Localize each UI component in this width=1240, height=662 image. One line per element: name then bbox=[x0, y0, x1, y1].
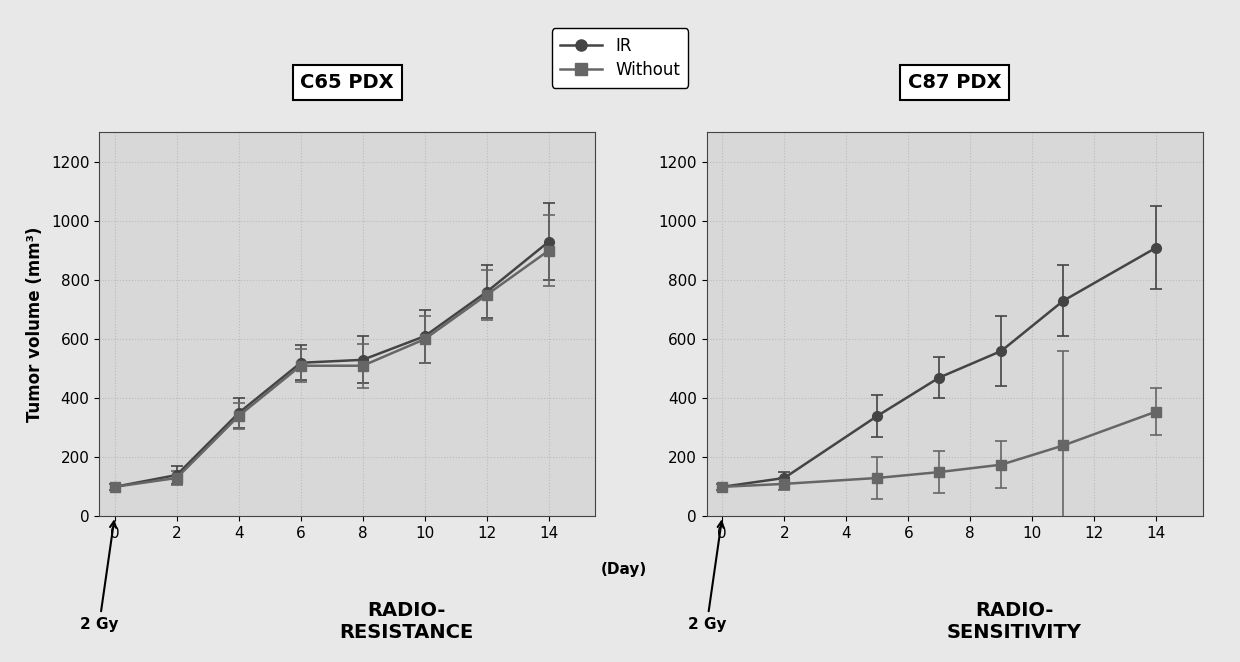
Text: 2 Gy: 2 Gy bbox=[687, 522, 727, 632]
Text: C87 PDX: C87 PDX bbox=[908, 73, 1002, 92]
Text: RADIO-
RESISTANCE: RADIO- RESISTANCE bbox=[340, 601, 474, 642]
Legend: IR, Without: IR, Without bbox=[552, 28, 688, 87]
Text: C65 PDX: C65 PDX bbox=[300, 73, 394, 92]
Text: 2 Gy: 2 Gy bbox=[79, 522, 119, 632]
Text: RADIO-
SENSITIVITY: RADIO- SENSITIVITY bbox=[947, 601, 1081, 642]
Y-axis label: Tumor volume (mm³): Tumor volume (mm³) bbox=[26, 226, 45, 422]
Text: (Day): (Day) bbox=[601, 563, 647, 577]
